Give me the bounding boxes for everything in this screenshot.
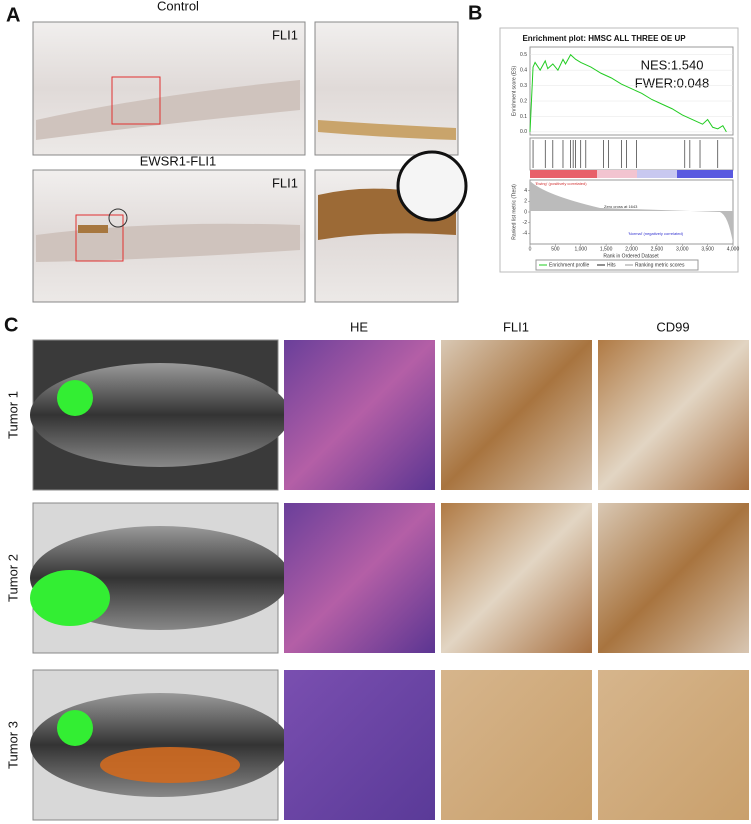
gfp-signal (30, 570, 110, 626)
es-frame (529, 46, 734, 136)
x-tick-label: 1,500 (600, 246, 613, 252)
stain-label: FLI1 (272, 27, 298, 42)
y-tick-label: 0.4 (520, 67, 527, 73)
heat-bar (637, 170, 677, 178)
metric-tick-label: -4 (523, 231, 528, 237)
heat-bar (530, 170, 597, 178)
legend-entry: Ranking metric scores (635, 262, 685, 268)
x-tick-label: 2,500 (651, 246, 664, 252)
axis-label: Enrichment score (ES) (511, 66, 517, 117)
tissue (318, 120, 456, 140)
micrograph (441, 670, 592, 820)
x-tick-label: 2,000 (625, 246, 638, 252)
micrograph (441, 503, 592, 653)
stain (78, 225, 108, 233)
row-label: Tumor 3 (5, 721, 20, 769)
micrograph (284, 503, 435, 653)
annotation: 'Ewing' (positively correlated) (535, 181, 587, 186)
gfp-signal (57, 710, 93, 746)
y-tick-label: 0.2 (520, 98, 527, 104)
row-label: Tumor 1 (5, 391, 20, 439)
tissue (36, 80, 300, 140)
legend: Enrichment profile Hits Ranking metric s… (535, 259, 699, 271)
legend-frame (535, 259, 699, 271)
gfp-signal (57, 380, 93, 416)
x-tick-label: 3,000 (676, 246, 689, 252)
zoom-box (111, 76, 161, 125)
tissue (36, 223, 300, 262)
enrichment-curve (529, 53, 727, 133)
stain-label: FLI1 (272, 175, 298, 190)
y-tick-label: 0.1 (520, 114, 527, 120)
tumor-rows: Tumor 1 Tumor 2 Tumor 3 (5, 339, 749, 821)
micrograph (598, 670, 749, 820)
legend-entry: Enrichment profile (549, 262, 590, 268)
panel-label: A (6, 4, 20, 26)
row-label: Tumor 2 (5, 554, 20, 602)
column-title: CD99 (656, 319, 689, 334)
micrograph (441, 340, 592, 490)
annotation: 'Normal' (negatively correlated) (628, 231, 684, 236)
tumor-signal (100, 747, 240, 783)
fish-body (30, 363, 290, 467)
axis-label: Ranked list metric (Ttest) (511, 184, 517, 240)
y-tick-label: 0.0 (520, 129, 527, 135)
y-tick-label: 0.3 (520, 83, 527, 89)
x-tick-label: 0 (529, 246, 532, 252)
y-tick-label: 0.5 (520, 52, 527, 58)
x-tick-label: 1,000 (574, 246, 587, 252)
annotation: Zero cross at 1643 (604, 204, 638, 209)
zoom-box (75, 214, 124, 262)
x-tick-label: 500 (551, 246, 560, 252)
metric-tick-label: 2 (524, 199, 527, 205)
micrograph (598, 503, 749, 653)
column-title: FLI1 (503, 319, 529, 334)
nes: NES:1.540 (641, 57, 704, 72)
legend-entry: Hits (607, 262, 616, 268)
row-title: EWSR1-FLI1 (140, 153, 217, 168)
axis-label: Rank in Ordered Dataset (603, 253, 659, 259)
micrograph (284, 670, 435, 820)
heat-bar (597, 170, 637, 178)
metric-tick-label: 4 (524, 188, 527, 194)
fwer: FWER:0.048 (635, 75, 709, 90)
panel-label: C (4, 314, 18, 336)
bubble (108, 208, 128, 228)
metric-tick-label: 0 (524, 209, 527, 215)
micrograph (598, 340, 749, 490)
micrograph (284, 340, 435, 490)
x-tick-label: 3,500 (701, 246, 714, 252)
x-tick-label: 4,000 (727, 246, 740, 252)
gsea-title: Enrichment plot: HMSC ALL THREE OE UP (522, 34, 686, 43)
heat-bar (677, 170, 733, 178)
bubble (396, 150, 468, 222)
column-title: HE (350, 319, 368, 334)
row-title: Control (157, 0, 199, 13)
metric-tick-label: -2 (523, 220, 528, 226)
panel-label: B (468, 2, 482, 24)
